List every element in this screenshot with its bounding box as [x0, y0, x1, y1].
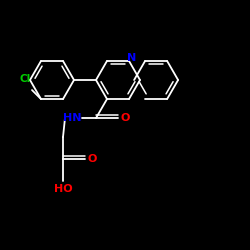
Text: N: N — [128, 53, 136, 63]
Text: Cl: Cl — [20, 74, 31, 84]
Text: O: O — [87, 154, 97, 164]
Text: O: O — [120, 113, 130, 123]
Text: HO: HO — [54, 184, 72, 194]
Text: HN: HN — [63, 113, 81, 123]
